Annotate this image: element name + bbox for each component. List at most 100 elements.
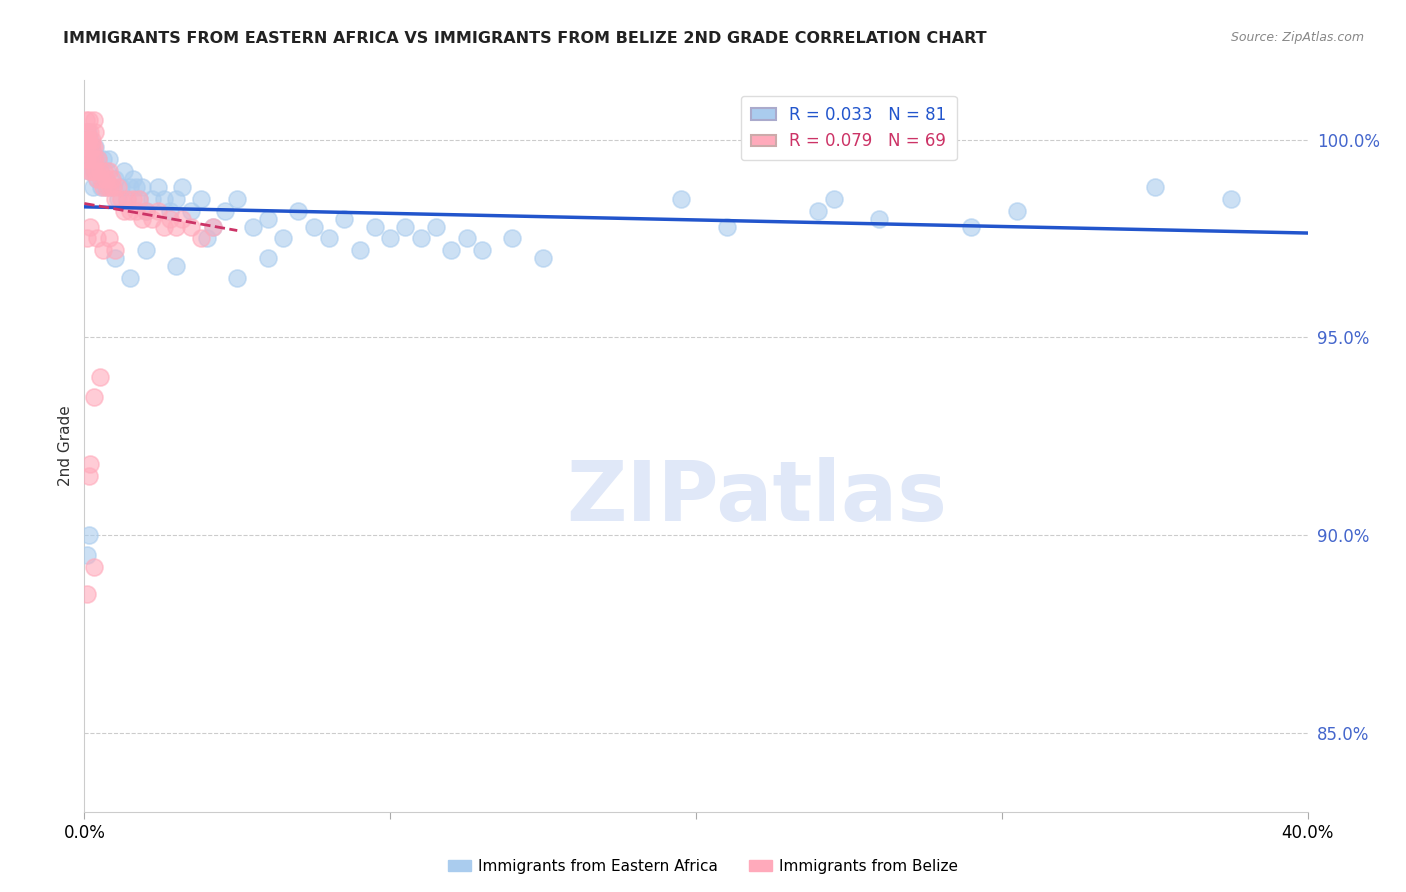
Point	[190, 192, 212, 206]
Point	[172, 180, 194, 194]
Point	[120, 271, 142, 285]
Point	[318, 231, 340, 245]
Point	[75, 140, 97, 154]
Point	[110, 180, 132, 194]
Point	[101, 172, 124, 186]
Point	[79, 132, 101, 146]
Point	[76, 140, 98, 154]
Point	[716, 219, 738, 234]
Point	[125, 180, 148, 194]
Point	[96, 164, 118, 178]
Point	[165, 192, 187, 206]
Point	[75, 153, 97, 167]
Point	[82, 180, 104, 194]
Point	[90, 180, 112, 194]
Point	[79, 219, 101, 234]
Point	[101, 180, 124, 194]
Point	[86, 231, 108, 245]
Point	[91, 153, 114, 167]
Point	[364, 219, 387, 234]
Point	[302, 219, 325, 234]
Point	[87, 153, 110, 167]
Point	[79, 140, 101, 154]
Point	[394, 219, 416, 234]
Point	[80, 145, 103, 159]
Point	[86, 172, 108, 186]
Point	[131, 211, 153, 226]
Point	[76, 548, 98, 562]
Point	[226, 271, 249, 285]
Point	[190, 231, 212, 245]
Point	[79, 140, 101, 154]
Point	[159, 211, 181, 226]
Point	[79, 153, 101, 167]
Point	[104, 251, 127, 265]
Point	[153, 192, 176, 206]
Point	[531, 251, 554, 265]
Point	[76, 132, 98, 146]
Point	[89, 369, 111, 384]
Point	[195, 231, 218, 245]
Point	[103, 180, 125, 194]
Point	[76, 125, 98, 139]
Point	[77, 528, 100, 542]
Point	[120, 180, 142, 194]
Point	[83, 164, 105, 178]
Point	[97, 164, 120, 178]
Point	[89, 164, 111, 178]
Point	[82, 153, 104, 167]
Point	[84, 164, 107, 178]
Point	[80, 161, 103, 175]
Point	[83, 112, 105, 127]
Point	[165, 219, 187, 234]
Point	[107, 180, 129, 194]
Point	[87, 153, 110, 167]
Point	[1005, 203, 1028, 218]
Point	[75, 132, 97, 146]
Point	[77, 112, 100, 127]
Point	[83, 164, 105, 178]
Point	[83, 140, 105, 154]
Point	[76, 231, 98, 245]
Point	[77, 125, 100, 139]
Legend: R = 0.033   N = 81, R = 0.079   N = 69: R = 0.033 N = 81, R = 0.079 N = 69	[741, 96, 956, 161]
Point	[83, 390, 105, 404]
Point	[83, 153, 105, 167]
Point	[112, 164, 135, 178]
Point	[960, 219, 983, 234]
Point	[128, 192, 150, 206]
Point	[214, 203, 236, 218]
Point	[180, 203, 202, 218]
Point	[502, 231, 524, 245]
Point	[172, 211, 194, 226]
Point	[97, 231, 120, 245]
Point	[257, 211, 280, 226]
Point	[75, 112, 97, 127]
Point	[122, 172, 145, 186]
Point	[97, 153, 120, 167]
Point	[104, 172, 127, 186]
Point	[226, 192, 249, 206]
Point	[80, 140, 103, 154]
Point	[77, 132, 100, 146]
Point	[112, 203, 135, 218]
Point	[83, 559, 105, 574]
Point	[89, 164, 111, 178]
Point	[80, 164, 103, 178]
Point	[76, 153, 98, 167]
Point	[135, 244, 157, 258]
Point	[287, 203, 309, 218]
Point	[94, 180, 117, 194]
Point	[135, 203, 157, 218]
Point	[77, 132, 100, 146]
Text: Source: ZipAtlas.com: Source: ZipAtlas.com	[1230, 31, 1364, 45]
Text: IMMIGRANTS FROM EASTERN AFRICA VS IMMIGRANTS FROM BELIZE 2ND GRADE CORRELATION C: IMMIGRANTS FROM EASTERN AFRICA VS IMMIGR…	[63, 31, 987, 46]
Point	[380, 231, 402, 245]
Point	[201, 219, 224, 234]
Point	[135, 203, 157, 218]
Point	[257, 251, 280, 265]
Point	[76, 587, 98, 601]
Point	[110, 192, 132, 206]
Point	[271, 231, 294, 245]
Point	[131, 180, 153, 194]
